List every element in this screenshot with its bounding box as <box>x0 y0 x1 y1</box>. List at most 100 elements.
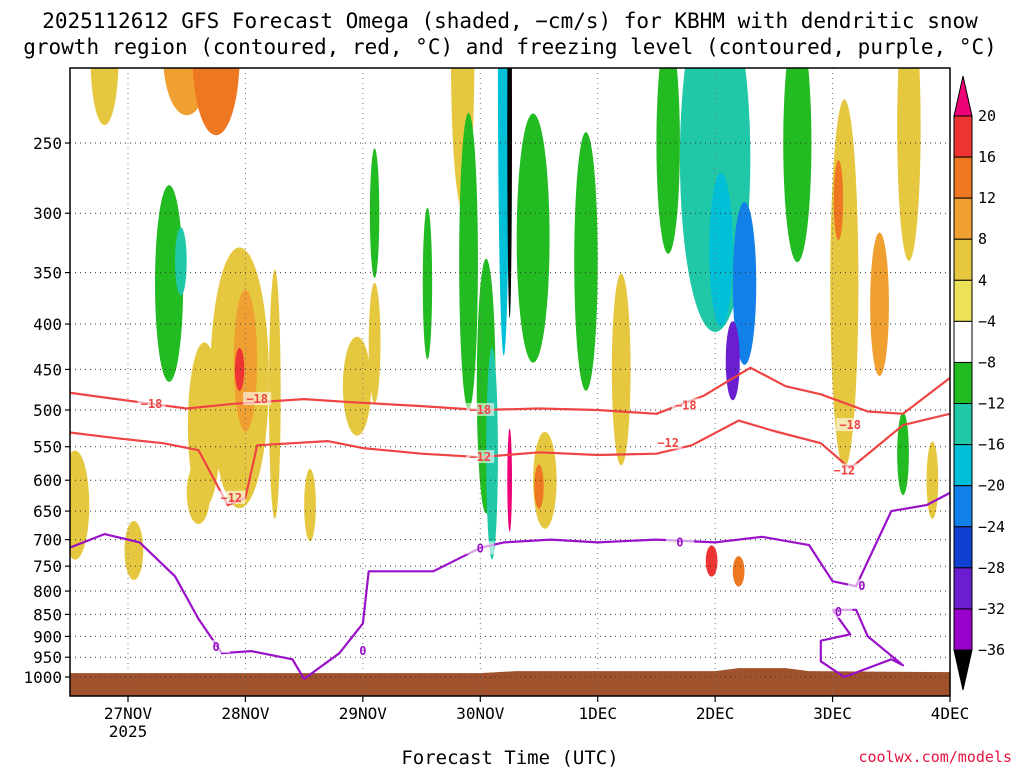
colorbar-label-4: 4 <box>978 271 987 289</box>
contour-label--12-2: −12 <box>657 436 679 450</box>
colorbar-label-11: −28 <box>978 559 1005 577</box>
colorbar-box-3 <box>953 238 973 281</box>
contour-lines: −18 −18 −18 −18 −18 −12 −12 −12 −12 0 0 0 0 0 0 <box>70 366 950 680</box>
chart-title: 2025112612 GFS Forecast Omega (shaded, −… <box>23 9 997 59</box>
omega-shade-35 <box>705 545 718 577</box>
y-tick-label-850: 850 <box>33 605 62 624</box>
colorbar-label-9: −20 <box>978 477 1005 495</box>
omega-shade-32 <box>709 173 733 327</box>
x-tick-label-28NOV: 28NOV <box>221 704 270 723</box>
contour-label-bg <box>466 541 495 555</box>
contour-label-bg <box>665 535 694 549</box>
contour-label-bg <box>836 418 865 432</box>
contour-0-low <box>819 608 905 679</box>
contour-label-bg <box>654 436 683 450</box>
contour-label-bg <box>466 403 495 416</box>
omega-shade-23 <box>507 68 512 318</box>
x-tick-label-2DEC: 2DEC <box>696 704 735 723</box>
colorbar-box-10 <box>953 526 973 569</box>
omega-shade-42 <box>897 412 909 496</box>
contour-label-bg <box>824 605 853 619</box>
omega-shade-2 <box>124 520 144 580</box>
omega-shade-36 <box>732 556 745 587</box>
colorbar-label-7: −12 <box>978 395 1005 413</box>
y-axis: 250 300 350 400 450 500 550 600 650 700 750 800 850 9… <box>23 134 70 687</box>
omega-shade-24 <box>507 428 512 532</box>
colorbar-label-1: 16 <box>978 148 996 166</box>
contour-label--12-3: −12 <box>833 463 855 477</box>
omega-shade-43 <box>926 441 939 519</box>
omega-shade-17 <box>422 207 433 360</box>
x-tick-label-4DEC: 4DEC <box>931 704 970 723</box>
terrain-fill <box>70 668 950 696</box>
contour-label--12-0: −12 <box>220 491 242 505</box>
credit-text: coolwx.com/models <box>858 748 1012 766</box>
omega-shade-27 <box>534 464 544 509</box>
y-tick-label-800: 800 <box>33 582 62 601</box>
y-tick-label-1000: 1000 <box>23 668 62 687</box>
omega-shade-34 <box>725 321 740 401</box>
colorbar: 20 16 12 8 4 −4 −8 −12 −16 −20 −24 −28 −32 −36 <box>953 75 1005 691</box>
y-tick-label-550: 550 <box>33 438 62 457</box>
colorbar-box-1 <box>953 156 973 199</box>
omega-shade-41 <box>897 68 921 261</box>
omega-shade-25 <box>516 113 550 363</box>
contour-label-bg <box>671 398 700 412</box>
contour-label-0-1: 0 <box>359 644 366 658</box>
omega-shade-29 <box>611 273 631 466</box>
contour-label--18-3: −18 <box>675 398 697 412</box>
omega-shade-40 <box>870 232 889 377</box>
colorbar-label-8: −16 <box>978 436 1005 454</box>
omega-shade-16 <box>369 148 380 279</box>
colorbar-label-10: −24 <box>978 518 1005 536</box>
y-tick-label-500: 500 <box>33 401 62 420</box>
colorbar-label-2: 12 <box>978 189 996 207</box>
contour-label-0-low-0: 0 <box>835 605 842 619</box>
contour-label-bg <box>466 450 495 464</box>
colorbar-box-4 <box>953 279 973 322</box>
contour-label--18-4: −18 <box>839 418 861 432</box>
omega-shade-22 <box>497 68 510 356</box>
y-tick-label-300: 300 <box>33 204 62 223</box>
contour-label--18-0: −18 <box>141 397 163 411</box>
contour-label-bg <box>137 396 166 410</box>
colorbar-box-8 <box>953 444 973 487</box>
colorbar-label-13: −36 <box>978 641 1005 659</box>
contour-label--18-1: −18 <box>246 392 268 406</box>
omega-shade-10 <box>234 347 245 391</box>
contour--18 <box>70 366 950 415</box>
omega-shade-37 <box>783 68 812 263</box>
x-tick-label-3DEC: 3DEC <box>813 704 852 723</box>
colorbar-box-6 <box>953 361 973 405</box>
omega-shade-13 <box>304 468 316 542</box>
contour-label-0-4: 0 <box>858 579 865 593</box>
contour-label-bg <box>830 463 859 477</box>
contour-label-0-0: 0 <box>212 640 219 654</box>
contour--12 <box>70 412 950 507</box>
x-tick-sublabel: 2025 <box>109 722 148 741</box>
contour-label--18-2: −18 <box>469 403 491 417</box>
colorbar-box-0 <box>953 115 973 158</box>
contour-label-bg <box>243 392 272 406</box>
omega-shade-39 <box>833 160 844 241</box>
x-tick-label-30NOV: 30NOV <box>456 704 505 723</box>
colorbar-box-2 <box>953 197 973 240</box>
title-line-2: growth region (contoured, red, °C) and f… <box>23 35 997 59</box>
omega-shade-0 <box>70 450 90 560</box>
x-tick-label-1DEC: 1DEC <box>578 704 617 723</box>
y-tick-label-400: 400 <box>33 315 62 334</box>
y-tick-label-700: 700 <box>33 531 62 550</box>
terrain-area <box>70 668 950 696</box>
contour-label--12-1: −12 <box>469 450 491 464</box>
contour-label-0-2: 0 <box>477 541 484 555</box>
x-tick-label-29NOV: 29NOV <box>339 704 388 723</box>
y-tick-label-950: 950 <box>33 648 62 667</box>
omega-shade-19 <box>459 112 478 411</box>
title-line-1: 2025112612 GFS Forecast Omega (shaded, −… <box>42 9 978 33</box>
omega-shade-1 <box>90 68 119 126</box>
omega-shade-15 <box>368 282 381 403</box>
contour-label-bg <box>202 639 231 653</box>
contour-label-bg <box>348 644 377 658</box>
omega-shade-6 <box>192 68 240 136</box>
